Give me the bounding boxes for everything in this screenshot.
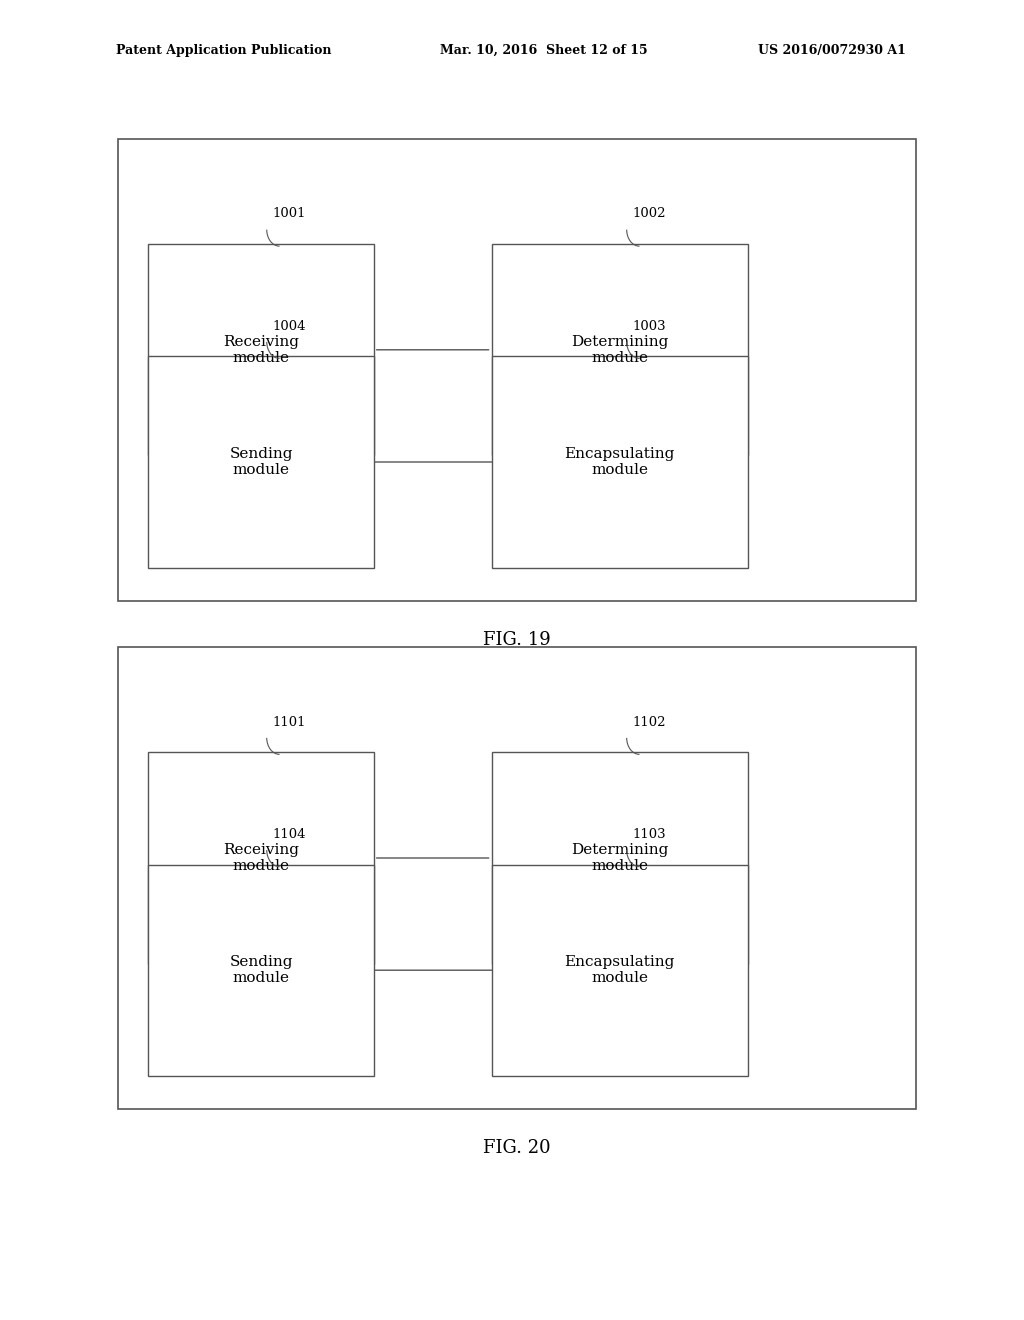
Text: 1003: 1003	[632, 319, 666, 333]
FancyBboxPatch shape	[492, 356, 748, 568]
Text: 1001: 1001	[272, 207, 306, 220]
Text: Receiving
module: Receiving module	[223, 335, 299, 364]
FancyBboxPatch shape	[148, 244, 374, 455]
Text: FIG. 19: FIG. 19	[483, 631, 551, 649]
Text: Receiving
module: Receiving module	[223, 843, 299, 873]
Text: 1101: 1101	[272, 715, 306, 729]
Text: Sending
module: Sending module	[229, 447, 293, 477]
Text: Encapsulating
module: Encapsulating module	[564, 956, 675, 985]
Text: FIG. 20: FIG. 20	[483, 1139, 551, 1158]
Text: Determining
module: Determining module	[570, 843, 669, 873]
Text: 1103: 1103	[632, 828, 666, 841]
Text: 1104: 1104	[272, 828, 306, 841]
Text: 1102: 1102	[632, 715, 666, 729]
Text: Sending
module: Sending module	[229, 956, 293, 985]
FancyBboxPatch shape	[148, 865, 374, 1076]
FancyBboxPatch shape	[148, 752, 374, 964]
Text: 1002: 1002	[632, 207, 666, 220]
Text: Mar. 10, 2016  Sheet 12 of 15: Mar. 10, 2016 Sheet 12 of 15	[440, 44, 648, 57]
Text: Encapsulating
module: Encapsulating module	[564, 447, 675, 477]
FancyBboxPatch shape	[492, 752, 748, 964]
FancyBboxPatch shape	[492, 865, 748, 1076]
Text: Patent Application Publication: Patent Application Publication	[116, 44, 331, 57]
FancyBboxPatch shape	[148, 356, 374, 568]
Text: US 2016/0072930 A1: US 2016/0072930 A1	[759, 44, 906, 57]
Text: 1004: 1004	[272, 319, 306, 333]
Text: Determining
module: Determining module	[570, 335, 669, 364]
FancyBboxPatch shape	[492, 244, 748, 455]
